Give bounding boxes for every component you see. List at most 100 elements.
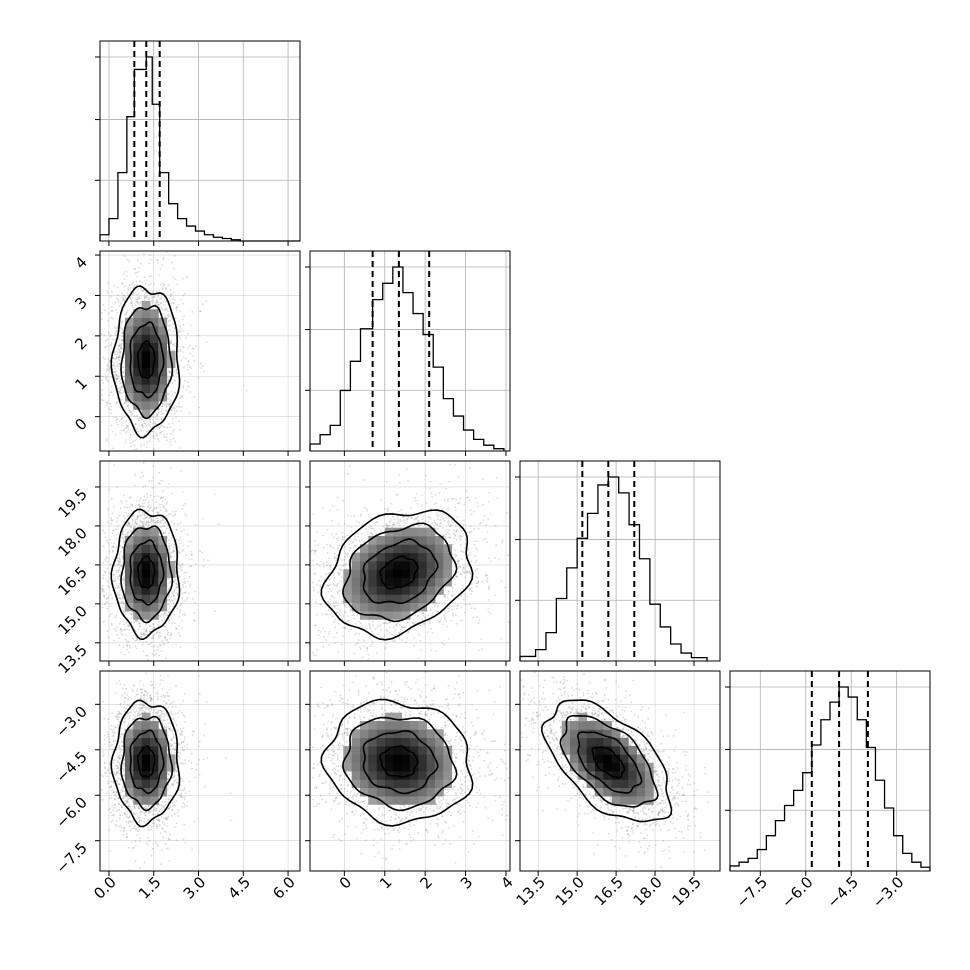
scatter-point: [182, 613, 184, 616]
scatter-point: [158, 471, 161, 474]
scatter-point: [125, 402, 128, 405]
scatter-point: [118, 553, 121, 556]
scatter-point: [178, 336, 181, 338]
scatter-point: [152, 418, 154, 421]
scatter-point: [149, 254, 151, 256]
scatter-point: [162, 496, 165, 499]
scatter-point: [187, 545, 190, 547]
scatter-point: [439, 482, 442, 485]
scatter-point: [167, 329, 170, 332]
scatter-point: [118, 644, 121, 647]
scatter-point: [166, 515, 169, 517]
scatter-point: [114, 367, 117, 370]
scatter-point: [127, 426, 129, 429]
scatter-point: [135, 280, 138, 283]
scatter-point: [127, 260, 130, 262]
scatter-point: [431, 496, 434, 498]
scatter-point: [104, 572, 106, 574]
scatter-point: [186, 533, 189, 536]
scatter-point: [118, 365, 120, 367]
panel-border: [309, 250, 511, 452]
scatter-point: [159, 509, 162, 512]
scatter-point: [125, 511, 127, 514]
scatter-point: [115, 572, 118, 574]
scatter-point: [172, 291, 175, 294]
density-cell: [125, 544, 134, 554]
scatter-point: [116, 557, 119, 560]
scatter-point: [109, 334, 112, 336]
scatter-point: [102, 574, 105, 577]
scatter-point: [111, 310, 113, 313]
scatter-point: [126, 310, 129, 312]
scatter-point: [181, 491, 184, 493]
scatter-point: [173, 522, 176, 525]
scatter-point: [199, 362, 202, 365]
scatter-point: [138, 296, 141, 298]
scatter-point: [135, 298, 137, 301]
scatter-point: [106, 601, 108, 603]
scatter-point: [189, 391, 192, 393]
scatter-point: [333, 597, 336, 600]
scatter-point: [116, 312, 119, 314]
scatter-point: [129, 436, 132, 438]
scatter-point: [191, 597, 194, 600]
scatter-point: [168, 598, 171, 601]
scatter-point: [119, 589, 122, 591]
scatter-point: [468, 499, 471, 502]
scatter-point: [121, 536, 123, 538]
scatter-point: [133, 285, 136, 288]
scatter-point: [466, 565, 468, 568]
scatter-point: [120, 500, 122, 502]
scatter-point: [182, 504, 185, 507]
scatter-point: [137, 302, 140, 305]
scatter-point: [467, 548, 470, 550]
scatter-point: [141, 281, 144, 284]
scatter-point: [153, 519, 156, 521]
scatter-point: [421, 504, 424, 506]
scatter-point: [114, 332, 117, 335]
scatter-point: [120, 327, 123, 330]
scatter-point: [114, 301, 117, 303]
scatter-point: [122, 620, 125, 622]
scatter-point: [136, 414, 138, 417]
scatter-point: [163, 616, 166, 619]
scatter-point: [118, 344, 121, 347]
scatter-point: [481, 478, 484, 481]
scatter-point: [179, 634, 182, 637]
scatter-point: [100, 587, 103, 590]
scatter-point: [110, 522, 112, 525]
scatter-point: [170, 401, 173, 403]
scatter-point: [141, 503, 144, 505]
scatter-point: [123, 278, 126, 281]
scatter-point: [452, 614, 454, 617]
scatter-point: [202, 365, 204, 367]
scatter-point: [201, 518, 204, 520]
scatter-point: [106, 364, 109, 367]
scatter-point: [106, 401, 109, 404]
scatter-point: [167, 375, 170, 377]
scatter-point: [143, 276, 146, 279]
scatter-point: [392, 640, 394, 643]
scatter-point: [174, 379, 176, 382]
scatter-point: [127, 404, 130, 406]
density-cell: [141, 401, 151, 410]
scatter-point: [466, 595, 469, 598]
scatter-point: [124, 285, 126, 287]
scatter-point: [146, 493, 149, 496]
scatter-point: [132, 410, 135, 412]
histogram-step: [309, 266, 505, 451]
scatter-point: [141, 644, 144, 646]
scatter-point: [146, 654, 148, 657]
scatter-point: [126, 291, 129, 294]
scatter-point: [144, 499, 147, 502]
density-cell: [141, 326, 151, 335]
scatter-point: [132, 281, 135, 284]
scatter-point: [133, 621, 136, 624]
scatter-point: [103, 596, 106, 599]
scatter-point: [129, 297, 131, 300]
scatter-point: [128, 283, 131, 286]
scatter-point: [118, 356, 120, 359]
scatter-point: [134, 520, 137, 523]
scatter-point: [197, 376, 200, 379]
panel-background: [100, 41, 300, 241]
